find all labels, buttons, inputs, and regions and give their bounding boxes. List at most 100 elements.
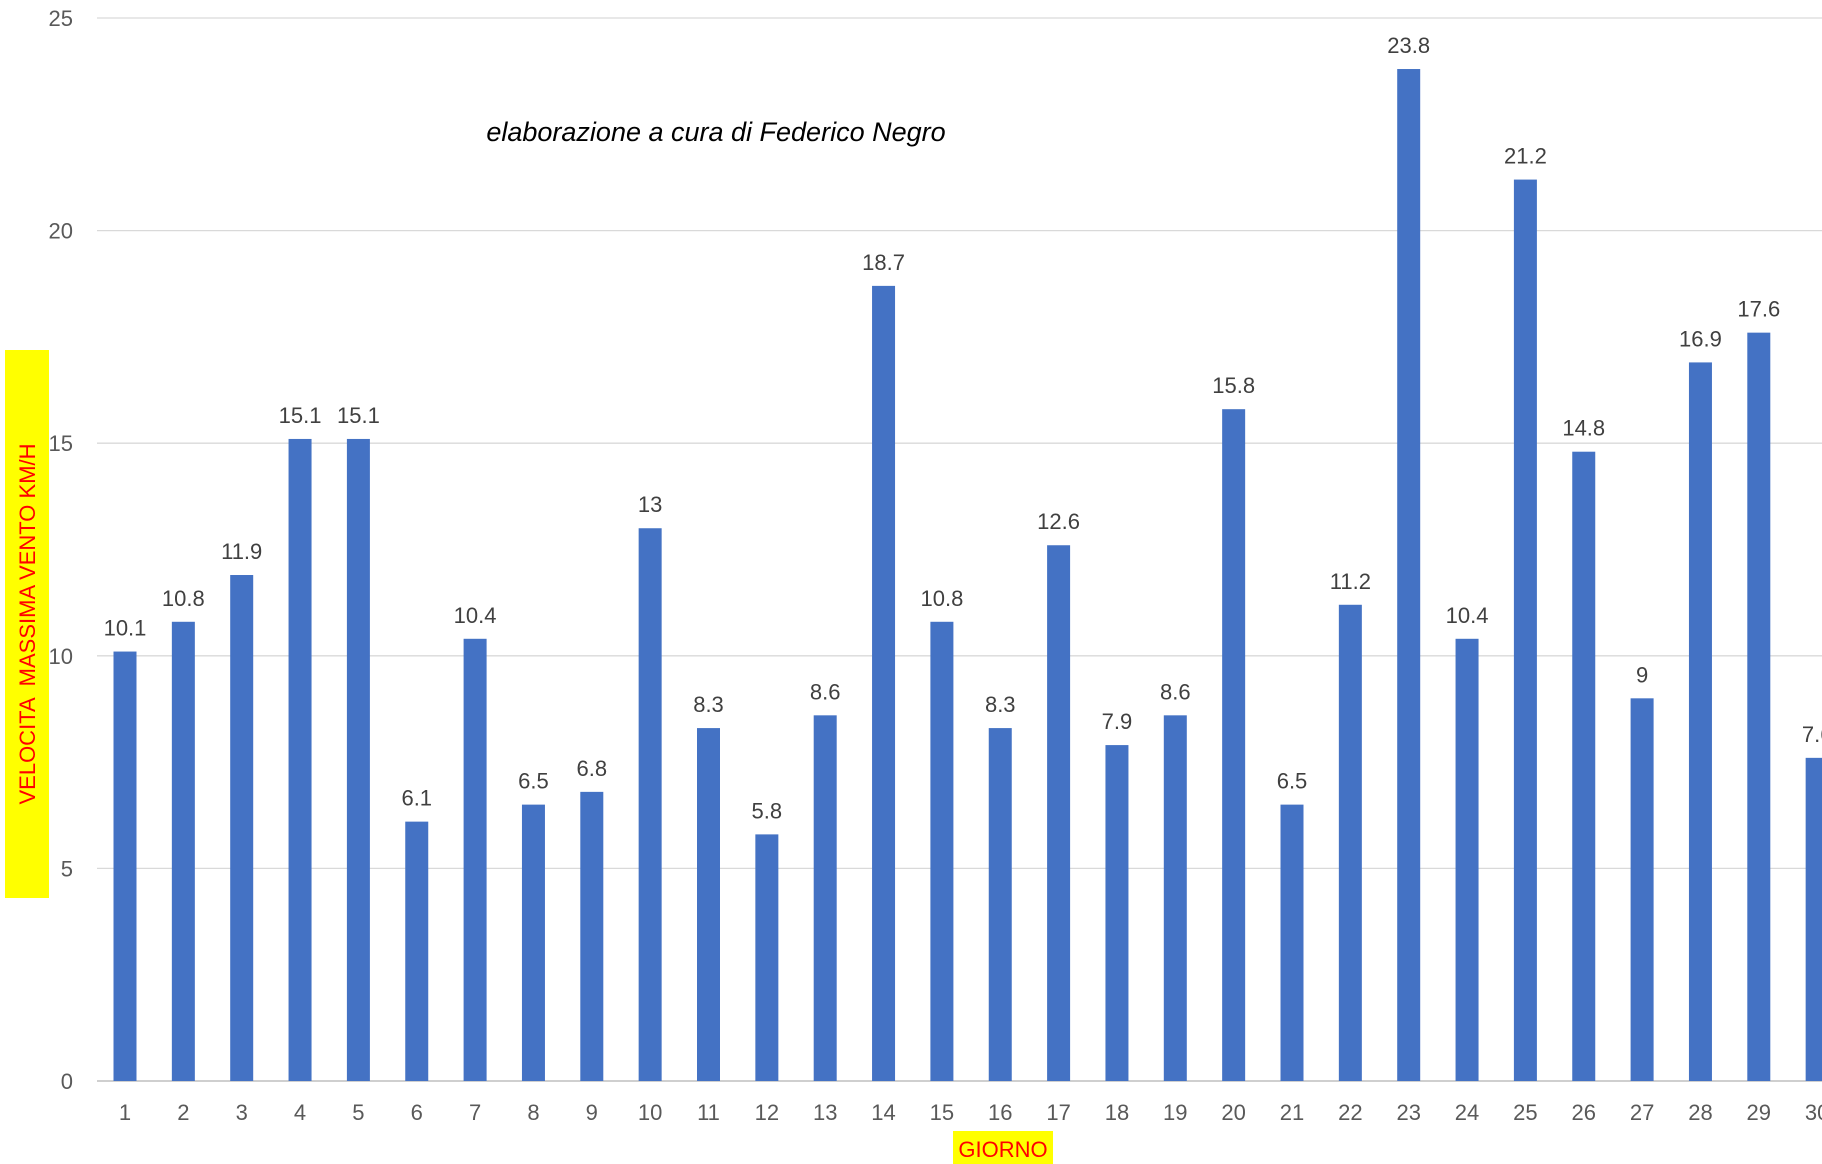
x-tick-label: 17 <box>1046 1100 1070 1125</box>
bar <box>463 638 487 1081</box>
data-labels: 10.1 10.8 11.9 15.1 15.1 6.1 10.4 6.5 6.8 13 8.3 5.… <box>104 33 1822 823</box>
data-label: 13 <box>638 492 662 517</box>
data-label: 21.2 <box>1504 144 1547 169</box>
data-label: 5.8 <box>752 798 783 823</box>
x-tick-label: 8 <box>527 1100 539 1125</box>
bar <box>755 834 779 1081</box>
data-label: 11.2 <box>1330 569 1371 594</box>
x-tick-label: 16 <box>988 1100 1012 1125</box>
data-label: 7.6 <box>1802 722 1822 747</box>
bar <box>1513 179 1537 1082</box>
data-label: 15.1 <box>337 403 380 428</box>
data-label: 10.8 <box>920 586 963 611</box>
bar <box>638 528 662 1081</box>
x-tick-label: 15 <box>930 1100 954 1125</box>
x-tick-label: 1 <box>119 1100 131 1125</box>
data-label: 8.6 <box>810 679 841 704</box>
x-tick-label: 7 <box>469 1100 481 1125</box>
bar <box>346 438 370 1081</box>
data-label: 14.8 <box>1562 416 1605 441</box>
y-axis-title-text: VELOCITA MASSIMA VENTO KM/H <box>15 443 40 804</box>
bar <box>288 438 312 1081</box>
x-tick-label: 19 <box>1163 1100 1187 1125</box>
y-tick-label: 5 <box>61 856 73 881</box>
x-tick-label: 9 <box>586 1100 598 1125</box>
x-tick-label: 11 <box>697 1100 720 1125</box>
data-label: 10.8 <box>162 586 205 611</box>
bar <box>1338 604 1362 1081</box>
data-label: 9 <box>1636 662 1648 687</box>
data-label: 10.4 <box>1446 603 1489 628</box>
data-label: 6.5 <box>1277 769 1308 794</box>
data-label: 8.3 <box>985 692 1016 717</box>
y-tick-label: 15 <box>49 431 73 456</box>
bar <box>113 651 137 1081</box>
bar <box>580 791 604 1081</box>
bar <box>1572 451 1596 1082</box>
data-label: 18.7 <box>862 250 905 275</box>
x-tick-label: 20 <box>1221 1100 1245 1125</box>
data-label: 8.3 <box>693 692 724 717</box>
data-label: 16.9 <box>1679 326 1722 351</box>
bars <box>113 69 1822 1082</box>
y-axis-title-highlight <box>5 350 49 898</box>
bar <box>988 728 1012 1081</box>
chart-annotation: elaborazione a cura di Federico Negro <box>486 117 945 147</box>
data-label: 8.6 <box>1160 679 1191 704</box>
bar <box>1630 698 1654 1081</box>
y-tick-label: 25 <box>49 6 73 31</box>
y-tick-labels: 0 5 10 15 20 25 <box>49 6 73 1094</box>
data-label: 11.9 <box>221 539 262 564</box>
x-tick-label: 28 <box>1688 1100 1712 1125</box>
y-tick-label: 0 <box>61 1069 73 1094</box>
y-tick-label: 20 <box>49 219 73 244</box>
bar <box>930 621 954 1081</box>
bar <box>1163 715 1187 1081</box>
x-axis-title-highlight <box>953 1131 1053 1164</box>
bar <box>1222 409 1246 1082</box>
x-tick-label: 2 <box>177 1100 189 1125</box>
bar <box>1805 757 1822 1081</box>
x-tick-label: 22 <box>1338 1100 1362 1125</box>
x-axis-title: GIORNO <box>953 1131 1053 1164</box>
x-tick-label: 21 <box>1280 1100 1304 1125</box>
bar <box>171 621 195 1081</box>
bar <box>1747 332 1771 1081</box>
x-tick-label: 13 <box>813 1100 837 1125</box>
bar <box>230 575 254 1081</box>
x-tick-label: 26 <box>1572 1100 1596 1125</box>
bar <box>872 285 896 1082</box>
x-tick-label: 12 <box>755 1100 779 1125</box>
data-label: 6.1 <box>401 786 432 811</box>
x-axis-title-text: GIORNO <box>958 1137 1047 1162</box>
x-tick-label: 23 <box>1396 1100 1420 1125</box>
data-label: 7.9 <box>1102 709 1133 734</box>
bar <box>405 821 429 1081</box>
bar <box>1047 545 1071 1081</box>
data-label: 6.5 <box>518 769 549 794</box>
x-tick-label: 6 <box>411 1100 423 1125</box>
bar <box>1280 804 1304 1081</box>
x-tick-label: 27 <box>1630 1100 1654 1125</box>
x-tick-label: 25 <box>1513 1100 1537 1125</box>
data-label: 12.6 <box>1037 509 1080 534</box>
bar <box>1455 638 1479 1081</box>
data-label: 6.8 <box>577 756 608 781</box>
x-tick-label: 4 <box>294 1100 306 1125</box>
x-tick-label: 10 <box>638 1100 662 1125</box>
x-tick-label: 29 <box>1747 1100 1771 1125</box>
bar <box>1105 745 1129 1081</box>
y-tick-label: 10 <box>49 644 73 669</box>
bar <box>1688 362 1712 1081</box>
data-label: 17.6 <box>1737 297 1780 322</box>
x-tick-label: 14 <box>871 1100 895 1125</box>
bar <box>697 728 720 1081</box>
data-label: 23.8 <box>1387 33 1430 58</box>
x-tick-label: 30 <box>1805 1100 1822 1125</box>
x-tick-label: 24 <box>1455 1100 1479 1125</box>
x-tick-label: 18 <box>1105 1100 1129 1125</box>
data-label: 10.4 <box>454 603 497 628</box>
data-label: 10.1 <box>104 616 147 641</box>
